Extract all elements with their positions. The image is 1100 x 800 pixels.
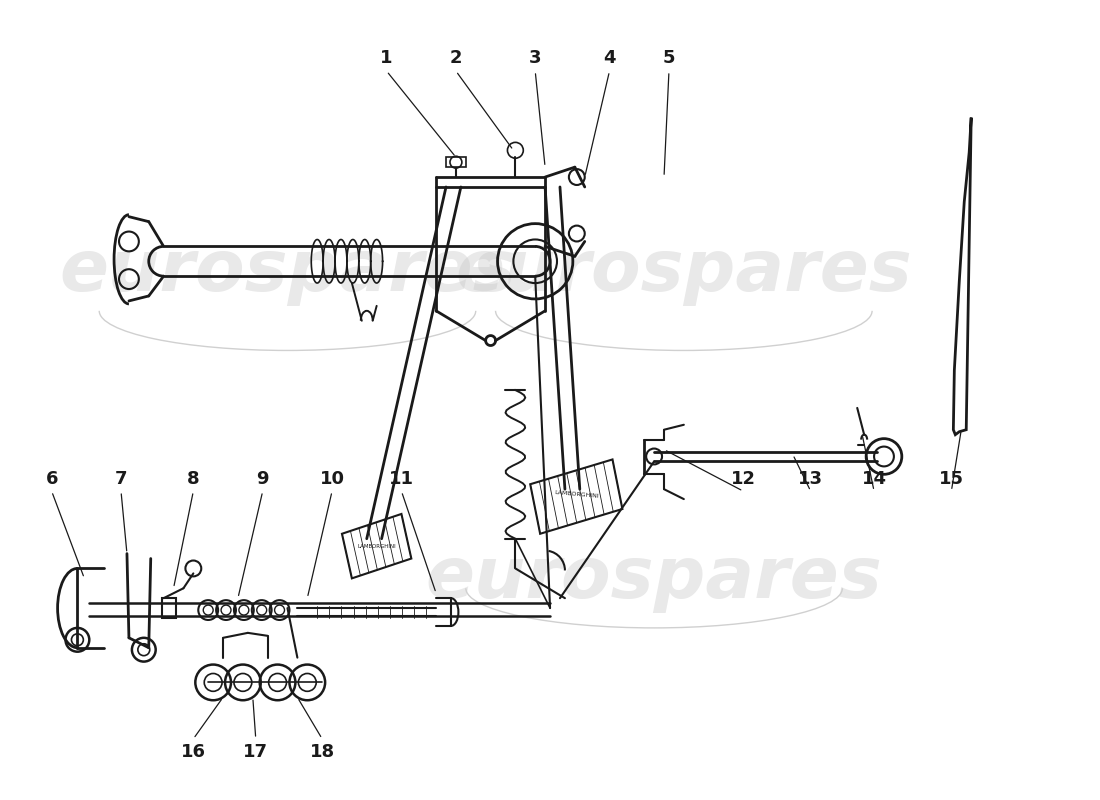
Text: 11: 11 xyxy=(389,470,414,488)
Text: 6: 6 xyxy=(45,470,58,488)
Text: eurospares: eurospares xyxy=(455,237,912,306)
Text: 15: 15 xyxy=(939,470,964,488)
Text: 12: 12 xyxy=(730,470,756,488)
Text: 4: 4 xyxy=(603,49,616,67)
Text: 18: 18 xyxy=(309,742,334,761)
Text: 5: 5 xyxy=(662,49,675,67)
Text: 1: 1 xyxy=(381,49,393,67)
Bar xyxy=(446,158,465,167)
Text: 17: 17 xyxy=(243,742,268,761)
Text: 8: 8 xyxy=(187,470,200,488)
Text: LAMBORGHINI: LAMBORGHINI xyxy=(358,544,396,549)
Text: eurospares: eurospares xyxy=(59,237,516,306)
Text: 14: 14 xyxy=(861,470,887,488)
Text: 9: 9 xyxy=(256,470,270,488)
Text: 2: 2 xyxy=(450,49,462,67)
Text: 10: 10 xyxy=(320,470,344,488)
Text: eurospares: eurospares xyxy=(426,544,882,613)
Bar xyxy=(162,598,176,618)
Text: 7: 7 xyxy=(114,470,128,488)
Text: 16: 16 xyxy=(180,742,206,761)
Text: 3: 3 xyxy=(529,49,541,67)
Text: LAMBORGHINI: LAMBORGHINI xyxy=(554,490,600,498)
Text: 13: 13 xyxy=(799,470,823,488)
